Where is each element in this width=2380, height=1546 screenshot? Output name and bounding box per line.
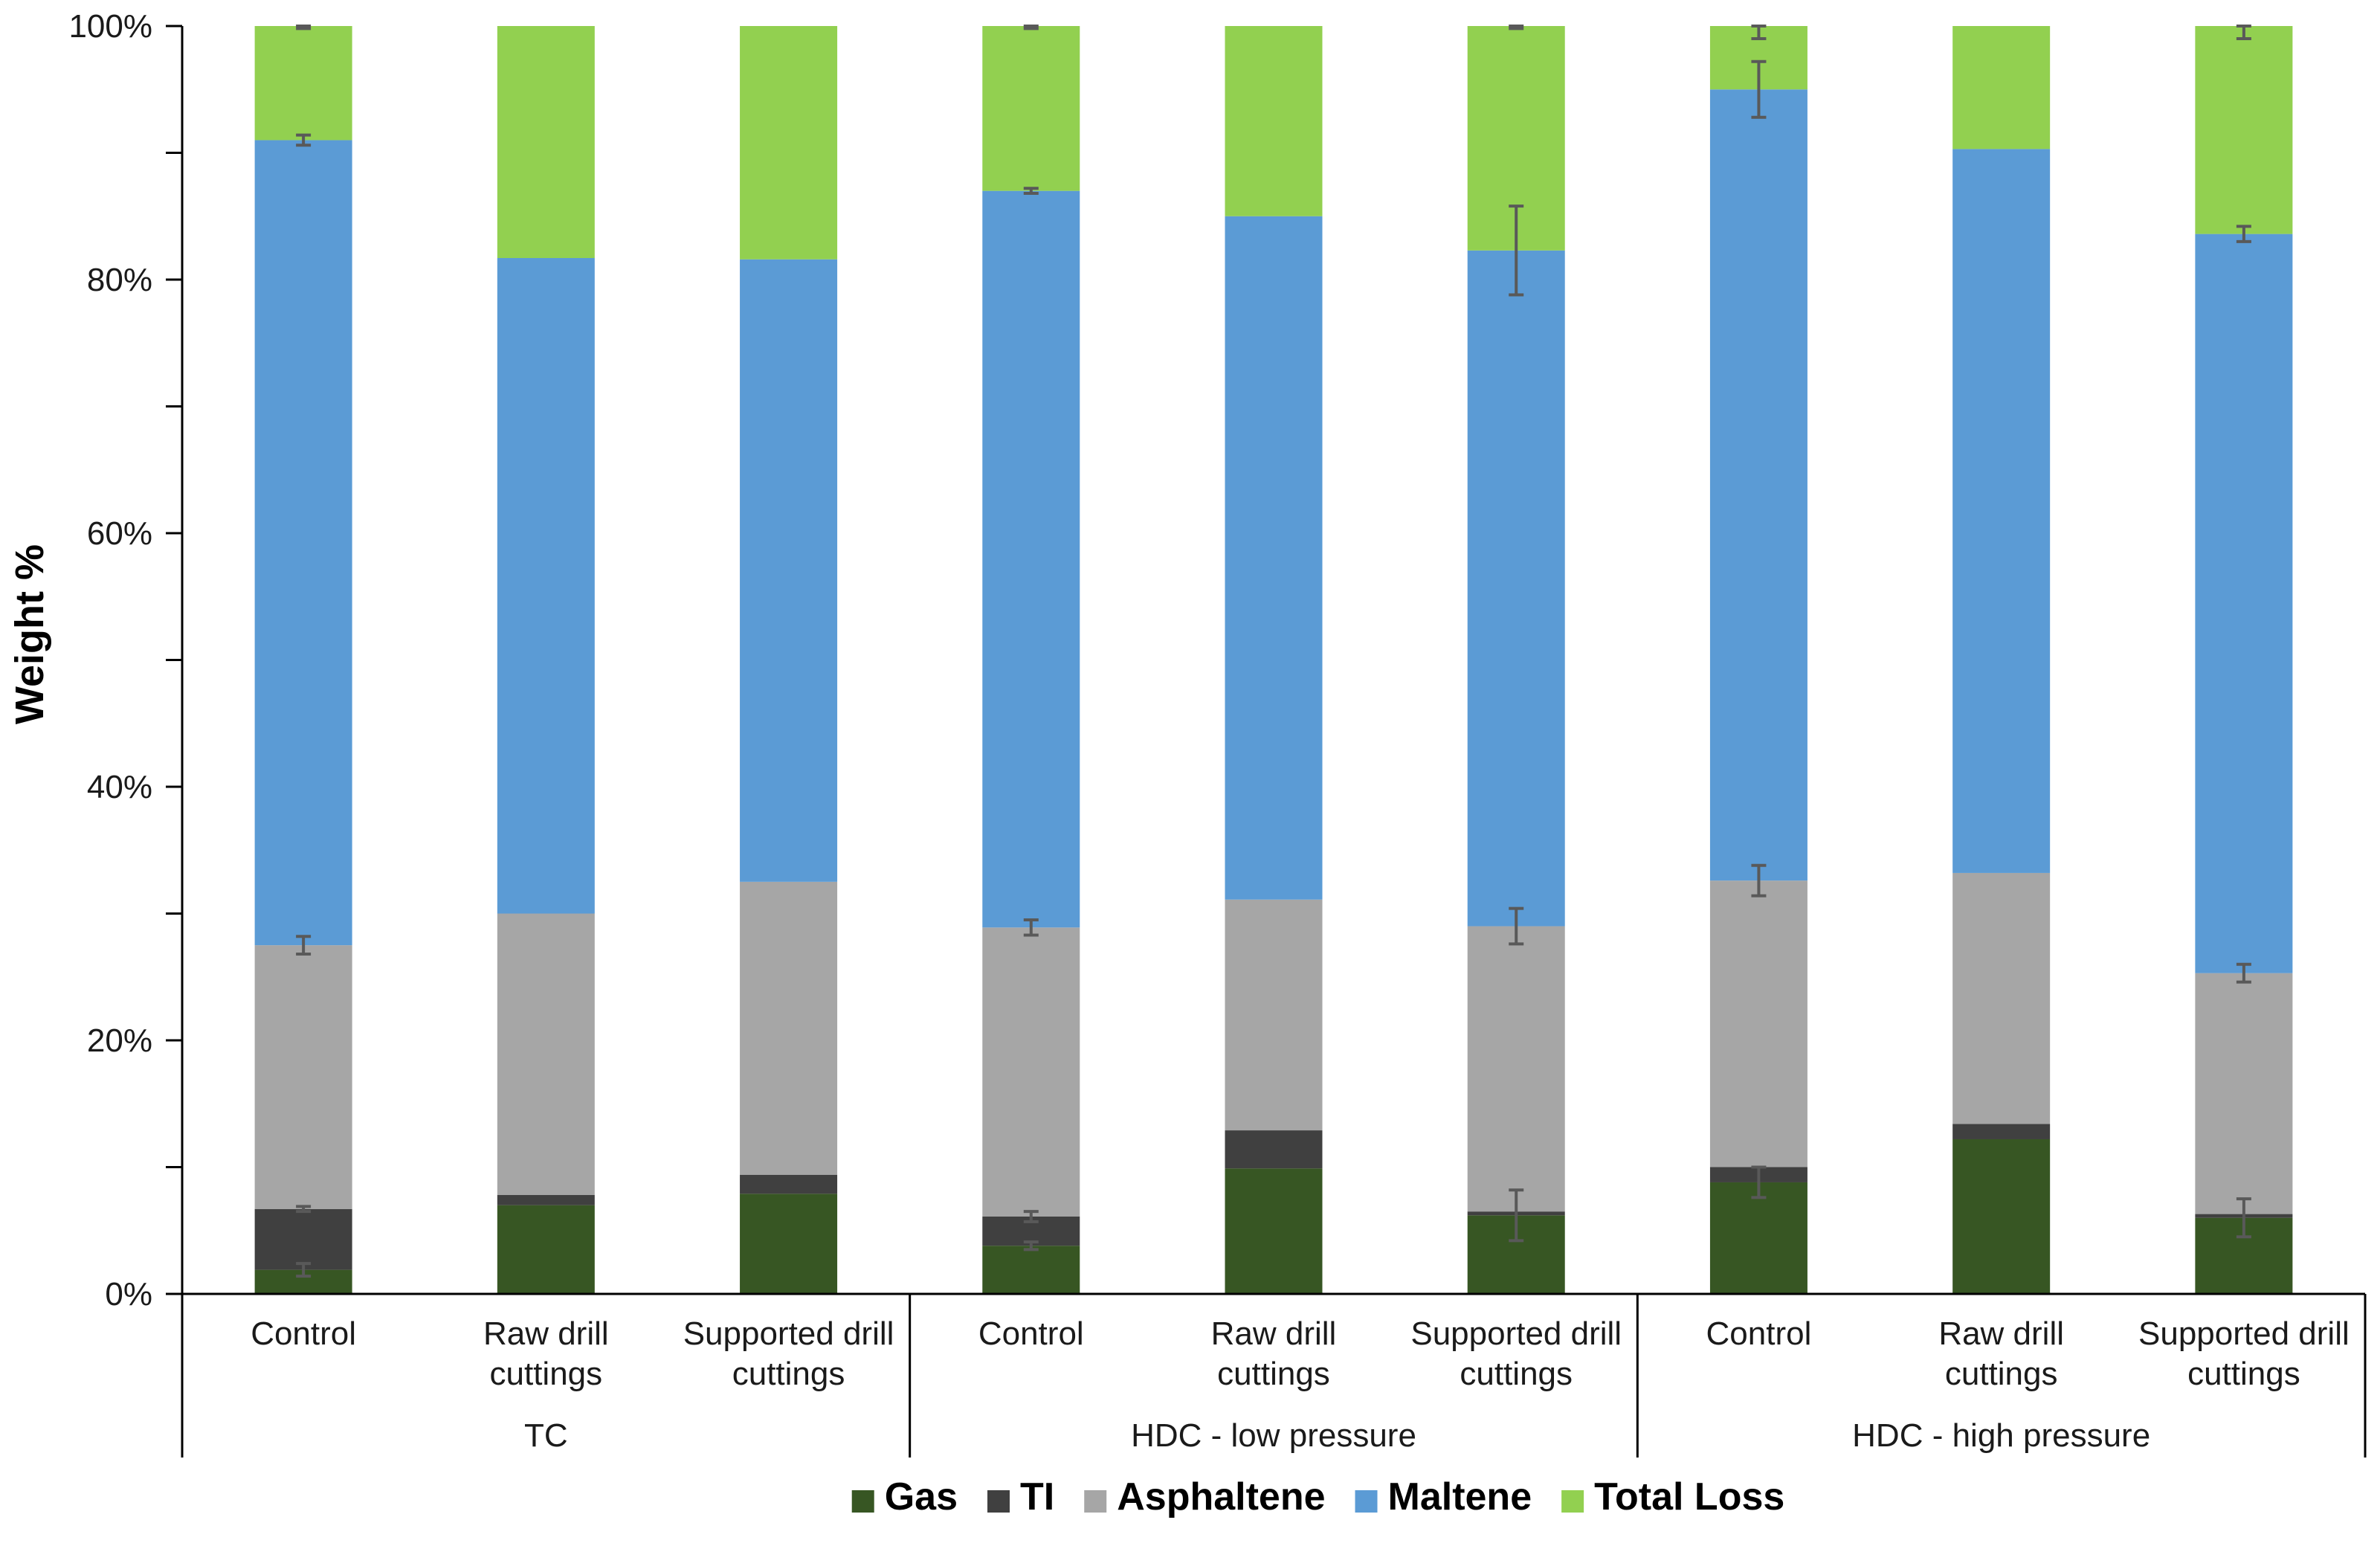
bar-asphaltene-2 [740, 881, 838, 1175]
legend-label: TI [1020, 1475, 1054, 1518]
labels-layer: 0% 20% 40% 60% 80% 100% Control Raw drill cuttin… [68, 8, 2349, 1454]
error-bar-gas-8 [2236, 1197, 2251, 1239]
y-axis-title: Weight % [7, 544, 52, 724]
bar-gas-6 [1709, 1182, 1807, 1294]
bar-asphaltene-5 [1467, 926, 1565, 1212]
legend-item-asphaltene: Asphaltene [1084, 1475, 1326, 1518]
x-category-label: Control [251, 1315, 356, 1352]
bar-ti-4 [1225, 1130, 1323, 1169]
y-tick-label: 20% [87, 1022, 152, 1059]
bar-gas-4 [1225, 1168, 1323, 1294]
error-bar-total-loss-8 [2236, 25, 2251, 41]
legend-item-total-loss: Total Loss [1561, 1475, 1784, 1518]
error-bar-maltene-3 [1023, 187, 1039, 196]
error-bar-maltene-0 [296, 133, 312, 147]
legend-label: Gas [885, 1475, 958, 1518]
bar-gas-7 [1952, 1138, 2051, 1294]
bar-gas-2 [740, 1194, 838, 1294]
legend-label: Total Loss [1594, 1475, 1784, 1518]
legend-item-maltene: Maltene [1355, 1475, 1532, 1518]
bar-asphaltene-6 [1709, 880, 1807, 1167]
legend-item-ti: TI [987, 1475, 1054, 1518]
x-group-label: TC [524, 1417, 568, 1454]
error-bar-asphaltene-3 [1023, 918, 1039, 937]
bar-asphaltene-7 [1952, 872, 2051, 1124]
error-bar-asphaltene-6 [1751, 863, 1767, 898]
bar-maltene-6 [1709, 89, 1807, 881]
bar-ti-0 [254, 1208, 352, 1270]
bar-total-loss-2 [740, 26, 838, 260]
axes-layer [166, 25, 2367, 1458]
error-bar-maltene-6 [1751, 59, 1767, 119]
x-category-label: Control [1706, 1315, 1812, 1352]
error-bar-asphaltene-8 [2236, 962, 2251, 984]
legend: Gas TI Asphaltene Maltene Total Loss [851, 1475, 1784, 1518]
bar-total-loss-4 [1225, 26, 1323, 216]
error-bar-ti-0 [296, 1205, 312, 1214]
error-bar-total-loss-0 [296, 25, 312, 30]
bar-total-loss-8 [2195, 26, 2293, 234]
y-tick-label: 0% [105, 1276, 152, 1313]
bar-total-loss-7 [1952, 26, 2051, 149]
x-category-label: Supported drill cuttings [2138, 1315, 2350, 1392]
bar-ti-1 [497, 1195, 595, 1205]
bar-maltene-7 [1952, 149, 2051, 873]
x-category-label: Supported drill cuttings [1410, 1315, 1622, 1392]
bar-asphaltene-0 [254, 945, 352, 1209]
x-group-label: HDC - low pressure [1131, 1417, 1416, 1454]
error-bar-total-loss-6 [1751, 25, 1767, 41]
y-tick-label: 40% [87, 769, 152, 805]
legend-swatch [987, 1490, 1010, 1513]
bars-layer [254, 26, 2293, 1294]
bar-gas-1 [497, 1205, 595, 1294]
x-group-label: HDC - high pressure [1852, 1417, 2150, 1454]
legend-swatch [1355, 1490, 1378, 1513]
x-category-label: Raw drill cuttings [1211, 1315, 1337, 1392]
x-category-label: Supported drill cuttings [683, 1315, 894, 1392]
error-bar-maltene-5 [1509, 204, 1524, 297]
y-tick-label: 60% [87, 515, 152, 552]
x-category-label: Raw drill cuttings [1938, 1315, 2064, 1392]
error-bar-gas-5 [1509, 1188, 1524, 1243]
bar-maltene-8 [2195, 233, 2293, 973]
bar-total-loss-3 [982, 26, 1080, 191]
error-bar-asphaltene-0 [296, 935, 312, 956]
bar-maltene-2 [740, 259, 838, 882]
error-bar-gas-6 [1751, 1165, 1767, 1199]
x-category-label: Raw drill cuttings [483, 1315, 609, 1392]
bar-total-loss-1 [497, 26, 595, 259]
error-bar-ti-3 [1023, 1210, 1039, 1223]
legend-swatch [851, 1490, 874, 1513]
x-category-label: Control [978, 1315, 1084, 1352]
bar-asphaltene-8 [2195, 973, 2293, 1214]
bar-total-loss-0 [254, 26, 352, 141]
error-bar-gas-3 [1023, 1240, 1039, 1252]
bar-asphaltene-1 [497, 913, 595, 1196]
bar-maltene-5 [1467, 250, 1565, 927]
bar-maltene-1 [497, 258, 595, 914]
error-bar-asphaltene-5 [1509, 906, 1524, 946]
bar-asphaltene-4 [1225, 899, 1323, 1131]
error-bar-gas-0 [296, 1262, 312, 1278]
legend-label: Maltene [1388, 1475, 1532, 1518]
legend-item-gas: Gas [851, 1475, 958, 1518]
error-bars-layer [296, 25, 2251, 1278]
bar-gas-3 [982, 1246, 1080, 1294]
error-bar-total-loss-3 [1023, 25, 1039, 30]
bar-asphaltene-3 [982, 927, 1080, 1217]
bar-maltene-0 [254, 140, 352, 946]
error-bar-total-loss-5 [1509, 25, 1524, 30]
legend-label: Asphaltene [1117, 1475, 1325, 1518]
bar-ti-7 [1952, 1124, 2051, 1139]
y-tick-label: 100% [68, 8, 152, 45]
error-bar-maltene-8 [2236, 225, 2251, 243]
bar-maltene-3 [982, 190, 1080, 928]
bar-maltene-4 [1225, 216, 1323, 900]
legend-swatch [1561, 1490, 1584, 1513]
bar-ti-2 [740, 1174, 838, 1194]
y-tick-label: 80% [87, 262, 152, 298]
legend-swatch [1084, 1490, 1107, 1513]
